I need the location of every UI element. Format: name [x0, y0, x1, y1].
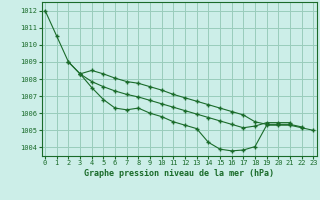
X-axis label: Graphe pression niveau de la mer (hPa): Graphe pression niveau de la mer (hPa): [84, 169, 274, 178]
